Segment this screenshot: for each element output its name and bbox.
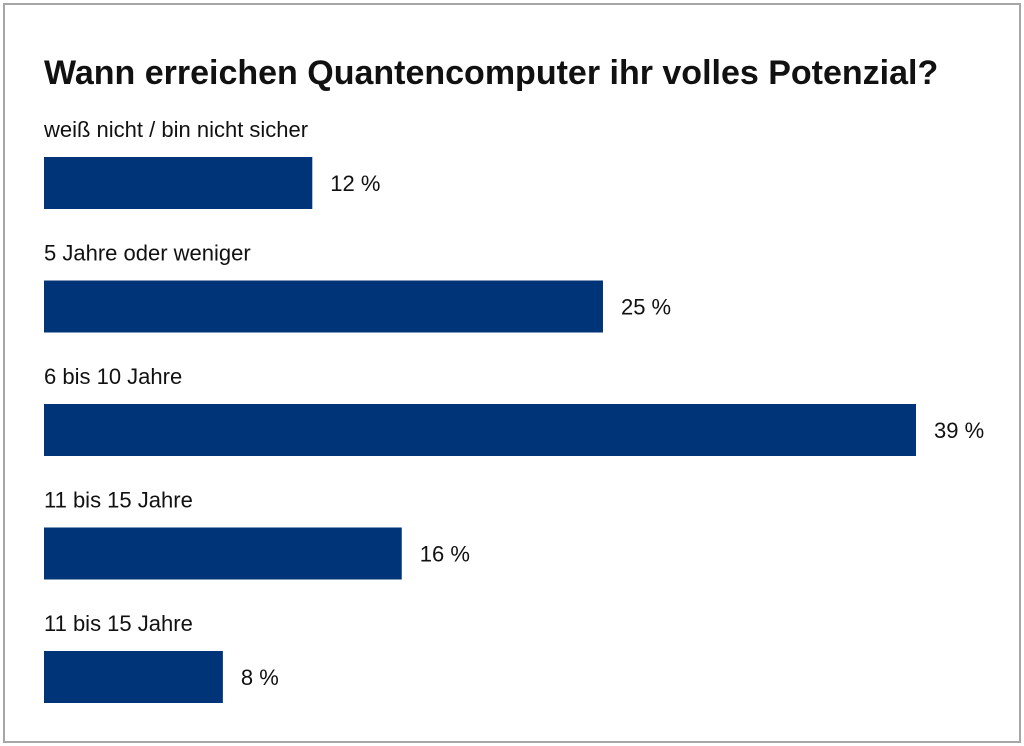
chart-frame: [3, 3, 1021, 743]
value-label: 39 %: [934, 418, 984, 443]
value-label: 16 %: [420, 542, 470, 567]
bars-group: weiß nicht / bin nicht sicher 12 % 5 Jahre…: [43, 117, 984, 703]
category-label: 11 bis 15 Jahre: [44, 488, 193, 513]
bar: [44, 651, 223, 703]
bar: [44, 157, 313, 209]
value-label: 12 %: [330, 171, 380, 196]
category-label: 6 bis 10 Jahre: [44, 364, 182, 389]
bar: [44, 280, 603, 333]
chart-title: Wann erreichen Quantencomputer ihr volle…: [44, 54, 938, 92]
category-label: weiß nicht / bin nicht sicher: [43, 117, 308, 142]
bar: [44, 404, 916, 456]
category-label: 11 bis 15 Jahre: [44, 611, 193, 636]
bar: [44, 527, 402, 580]
value-label: 25 %: [621, 295, 671, 320]
category-label: 5 Jahre oder weniger: [44, 241, 251, 266]
value-label: 8 %: [241, 665, 279, 690]
